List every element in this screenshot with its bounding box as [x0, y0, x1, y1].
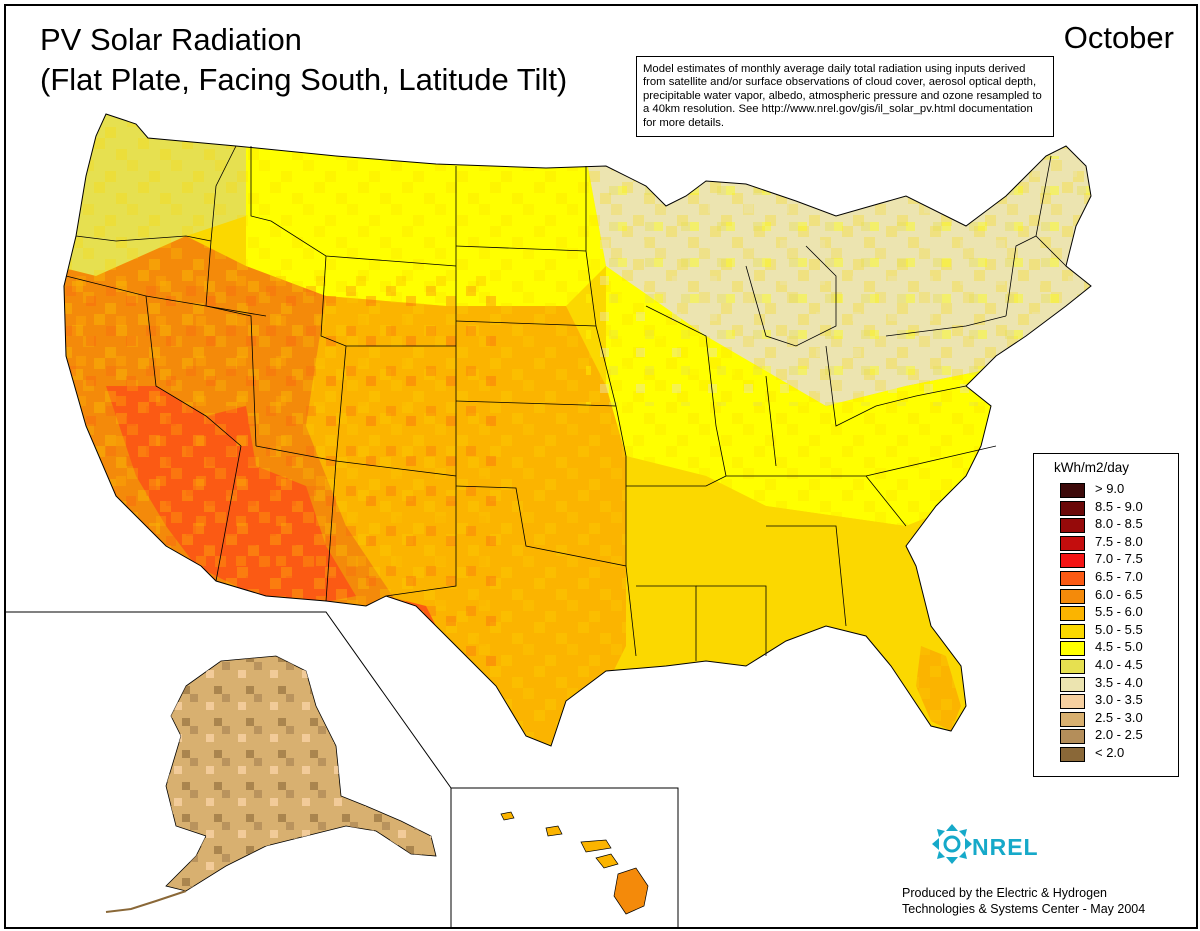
legend-label: 8.5 - 9.0 [1095, 498, 1143, 514]
legend-label: 2.0 - 2.5 [1095, 727, 1143, 743]
solar-radiation-map [6, 113, 1092, 927]
big-island-shape [613, 867, 649, 915]
legend-swatch [1060, 588, 1085, 604]
legend-swatch [1060, 518, 1085, 534]
legend-label: 6.5 - 7.0 [1095, 569, 1143, 584]
methodology-note: Model estimates of monthly average daily… [636, 56, 1054, 138]
legend-swatch [1060, 641, 1085, 657]
legend-swatch [1060, 711, 1085, 727]
legend-label: 3.5 - 4.0 [1095, 674, 1143, 690]
legend-swatch [1060, 623, 1085, 639]
state-boundaries [65, 145, 1067, 661]
legend-label: 2.5 - 3.0 [1095, 709, 1143, 725]
oahu-shape [545, 825, 563, 837]
legend-label: > 9.0 [1095, 481, 1125, 496]
nrel-logo-icon [932, 824, 972, 864]
molokai-shape [580, 839, 612, 853]
aleutian-islands [105, 890, 187, 913]
map-title: PV Solar Radiation [40, 22, 302, 57]
legend-label: 7.0 - 7.5 [1095, 551, 1143, 567]
maui-shape [595, 853, 619, 869]
legend-label: 6.0 - 6.5 [1095, 586, 1143, 602]
kauai-shape [500, 811, 515, 821]
legend-label: 4.0 - 4.5 [1095, 657, 1143, 672]
legend-swatch [1060, 500, 1085, 516]
legend-label: 8.0 - 8.5 [1095, 516, 1143, 532]
conus-map [63, 113, 1092, 747]
alaska-inset [105, 655, 437, 913]
legend-swatch [1060, 659, 1085, 674]
credit-text: Produced by the Electric & Hydrogen Tech… [902, 885, 1145, 917]
legend-swatch [1060, 747, 1085, 762]
legend-swatch [1060, 571, 1085, 586]
legend-swatch [1060, 729, 1085, 745]
legend-swatch [1060, 676, 1085, 692]
credit-line-1: Produced by the Electric & Hydrogen [902, 886, 1107, 900]
hawaii-inset [500, 811, 649, 915]
nrel-logo-text: NREL [972, 834, 1039, 860]
legend-swatch [1060, 694, 1085, 710]
inset-dividers [6, 611, 679, 927]
month-label: October [1063, 20, 1174, 55]
legend-swatch [1060, 483, 1085, 498]
legend-label: 5.5 - 6.0 [1095, 604, 1143, 620]
legend-label: 4.5 - 5.0 [1095, 639, 1143, 655]
legend-label: < 2.0 [1095, 745, 1125, 760]
legend-title: kWh/m2/day [1054, 460, 1130, 475]
legend-swatch [1060, 606, 1085, 622]
map-subtitle: (Flat Plate, Facing South, Latitude Tilt… [40, 62, 568, 97]
legend-label: 3.0 - 3.5 [1095, 692, 1143, 708]
legend-swatch [1060, 535, 1085, 551]
legend-swatch [1060, 553, 1085, 569]
legend: kWh/m2/day > 9.0 8.5 - 9.0 8.0 - 8.5 7.5 - … [1033, 453, 1179, 777]
legend-label: 5.0 - 5.5 [1095, 621, 1143, 637]
credit-line-2: Technologies & Systems Center - May 2004 [902, 902, 1146, 916]
legend-label: 7.5 - 8.0 [1095, 533, 1143, 549]
map-frame: PV Solar Radiation (Flat Plate, Facing S… [4, 4, 1198, 929]
